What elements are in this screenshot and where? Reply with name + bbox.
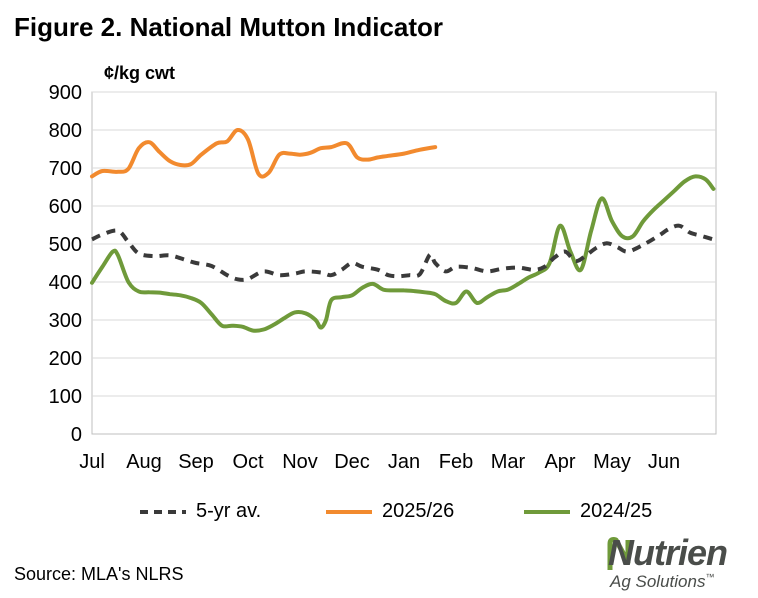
x-tick-label: Oct [232, 451, 264, 473]
y-tick-label: 500 [49, 234, 82, 256]
x-tick-label: Apr [544, 451, 575, 473]
logo-wordmark: Nutrien [608, 532, 728, 574]
legend-swatch-5yr [140, 509, 186, 514]
line-chart: 0 100 200 300 400 500 600 700 800 900 Jul Aug Sep Oc… [49, 82, 717, 473]
y-tick-label: 900 [49, 82, 82, 104]
x-tick-label: Aug [126, 451, 162, 473]
x-tick-label: Nov [282, 451, 318, 473]
logo-subtitle: Ag Solutions™ [610, 572, 714, 592]
y-tick-label: 700 [49, 158, 82, 180]
x-tick-label: Mar [491, 451, 526, 473]
x-tick-label: May [593, 451, 631, 473]
y-tick-label: 600 [49, 196, 82, 218]
y-tick-label: 400 [49, 272, 82, 294]
nutrien-logo: Nutrien Ag Solutions™ [607, 532, 748, 592]
x-axis-ticks: Jul Aug Sep Oct Nov Dec Jan Feb Mar Apr May Jun [79, 451, 680, 473]
y-tick-label: 300 [49, 310, 82, 332]
legend-label-2025: 2025/26 [382, 500, 455, 522]
gridlines [91, 91, 717, 435]
series-line-2024-25 [90, 174, 716, 333]
legend-item-2024: 2024/25 [522, 500, 652, 523]
plot-area-border [91, 91, 717, 435]
legend-item-2025: 2025/26 [324, 500, 454, 523]
leaf-icon [607, 537, 631, 570]
y-axis-unit-label: ¢/kg cwt [104, 63, 176, 83]
legend: 5-yr av. 2025/26 2024/25 [0, 500, 758, 526]
legend-label-2024: 2024/25 [580, 500, 653, 522]
y-tick-label: 200 [49, 348, 82, 370]
legend-item-5yr: 5-yr av. [138, 500, 261, 523]
chart-title: Figure 2. National Mutton Indicator [14, 12, 443, 42]
y-tick-label: 800 [49, 120, 82, 142]
x-tick-label: Dec [334, 451, 370, 473]
series-line-2025-26 [90, 127, 438, 179]
legend-label-5yr: 5-yr av. [196, 500, 262, 522]
x-tick-label: Feb [439, 451, 473, 473]
source-note: Source: MLA's NLRS [14, 564, 184, 584]
x-tick-label: Sep [178, 451, 214, 473]
x-tick-label: Jan [388, 451, 420, 473]
x-tick-label: Jul [79, 451, 105, 473]
logo-sub-text: Ag Solutions [610, 572, 706, 591]
y-axis-ticks: 0 100 200 300 400 500 600 700 800 900 [49, 82, 82, 446]
series-lines [90, 127, 716, 333]
logo-name-text: Nutrien [608, 532, 728, 573]
legend-swatch-2025 [326, 509, 372, 514]
y-tick-label: 100 [49, 386, 82, 408]
logo-tm: ™ [705, 572, 715, 582]
series-line-5yr-average [91, 223, 714, 282]
legend-swatch-2024 [524, 509, 570, 514]
x-tick-label: Jun [648, 451, 680, 473]
y-tick-label: 0 [71, 424, 82, 446]
